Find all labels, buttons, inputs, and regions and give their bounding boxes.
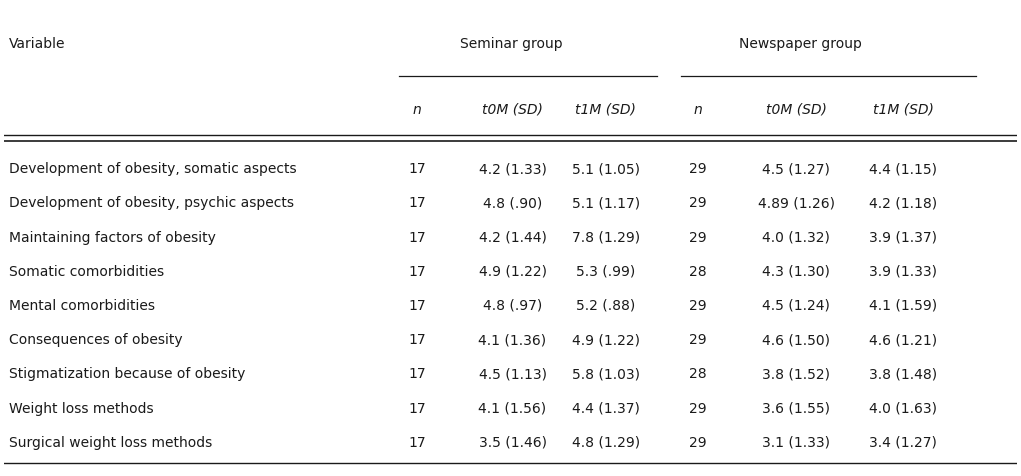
Text: Development of obesity, psychic aspects: Development of obesity, psychic aspects [9, 196, 294, 210]
Text: 17: 17 [408, 162, 426, 176]
Text: 4.1 (1.36): 4.1 (1.36) [479, 333, 546, 347]
Text: 17: 17 [408, 401, 426, 415]
Text: Newspaper group: Newspaper group [739, 37, 862, 51]
Text: 4.2 (1.44): 4.2 (1.44) [479, 230, 546, 244]
Text: Surgical weight loss methods: Surgical weight loss methods [9, 435, 212, 449]
Text: 17: 17 [408, 298, 426, 312]
Text: t1M (SD): t1M (SD) [873, 102, 934, 116]
Text: 4.3 (1.30): 4.3 (1.30) [762, 264, 830, 278]
Text: 29: 29 [689, 196, 707, 210]
Text: n: n [693, 102, 702, 116]
Text: 17: 17 [408, 333, 426, 347]
Text: 4.1 (1.59): 4.1 (1.59) [869, 298, 937, 312]
Text: Weight loss methods: Weight loss methods [9, 401, 154, 415]
Text: Stigmatization because of obesity: Stigmatization because of obesity [9, 367, 246, 381]
Text: 4.5 (1.27): 4.5 (1.27) [762, 162, 830, 176]
Text: Maintaining factors of obesity: Maintaining factors of obesity [9, 230, 216, 244]
Text: 4.5 (1.24): 4.5 (1.24) [762, 298, 830, 312]
Text: 4.0 (1.63): 4.0 (1.63) [870, 401, 937, 415]
Text: 17: 17 [408, 435, 426, 449]
Text: 4.4 (1.15): 4.4 (1.15) [870, 162, 937, 176]
Text: 29: 29 [689, 162, 707, 176]
Text: 29: 29 [689, 298, 707, 312]
Text: 29: 29 [689, 435, 707, 449]
Text: Variable: Variable [9, 37, 65, 51]
Text: Consequences of obesity: Consequences of obesity [9, 333, 183, 347]
Text: 17: 17 [408, 230, 426, 244]
Text: 29: 29 [689, 333, 707, 347]
Text: Mental comorbidities: Mental comorbidities [9, 298, 155, 312]
Text: t0M (SD): t0M (SD) [766, 102, 827, 116]
Text: 4.6 (1.21): 4.6 (1.21) [869, 333, 937, 347]
Text: 29: 29 [689, 230, 707, 244]
Text: Somatic comorbidities: Somatic comorbidities [9, 264, 164, 278]
Text: 4.89 (1.26): 4.89 (1.26) [758, 196, 834, 210]
Text: 28: 28 [689, 264, 707, 278]
Text: 17: 17 [408, 196, 426, 210]
Text: 5.1 (1.05): 5.1 (1.05) [572, 162, 640, 176]
Text: 7.8 (1.29): 7.8 (1.29) [572, 230, 640, 244]
Text: 5.1 (1.17): 5.1 (1.17) [572, 196, 640, 210]
Text: 17: 17 [408, 367, 426, 381]
Text: Seminar group: Seminar group [460, 37, 563, 51]
Text: 4.1 (1.56): 4.1 (1.56) [479, 401, 546, 415]
Text: 3.9 (1.33): 3.9 (1.33) [870, 264, 937, 278]
Text: 4.2 (1.18): 4.2 (1.18) [869, 196, 937, 210]
Text: 4.5 (1.13): 4.5 (1.13) [479, 367, 546, 381]
Text: 3.8 (1.48): 3.8 (1.48) [869, 367, 937, 381]
Text: 4.8 (1.29): 4.8 (1.29) [572, 435, 640, 449]
Text: 28: 28 [689, 367, 707, 381]
Text: Development of obesity, somatic aspects: Development of obesity, somatic aspects [9, 162, 297, 176]
Text: 5.3 (.99): 5.3 (.99) [576, 264, 635, 278]
Text: 3.4 (1.27): 3.4 (1.27) [870, 435, 937, 449]
Text: t1M (SD): t1M (SD) [575, 102, 636, 116]
Text: 4.2 (1.33): 4.2 (1.33) [479, 162, 546, 176]
Text: 4.6 (1.50): 4.6 (1.50) [762, 333, 830, 347]
Text: 4.9 (1.22): 4.9 (1.22) [572, 333, 640, 347]
Text: 3.5 (1.46): 3.5 (1.46) [479, 435, 546, 449]
Text: n: n [412, 102, 422, 116]
Text: 5.2 (.88): 5.2 (.88) [576, 298, 635, 312]
Text: 3.9 (1.37): 3.9 (1.37) [870, 230, 937, 244]
Text: 4.8 (.90): 4.8 (.90) [483, 196, 542, 210]
Text: 3.8 (1.52): 3.8 (1.52) [762, 367, 830, 381]
Text: 5.8 (1.03): 5.8 (1.03) [572, 367, 640, 381]
Text: 29: 29 [689, 401, 707, 415]
Text: 3.6 (1.55): 3.6 (1.55) [762, 401, 830, 415]
Text: 17: 17 [408, 264, 426, 278]
Text: 4.0 (1.32): 4.0 (1.32) [762, 230, 830, 244]
Text: 4.9 (1.22): 4.9 (1.22) [479, 264, 546, 278]
Text: 3.1 (1.33): 3.1 (1.33) [762, 435, 830, 449]
Text: 4.8 (.97): 4.8 (.97) [483, 298, 542, 312]
Text: t0M (SD): t0M (SD) [482, 102, 543, 116]
Text: 4.4 (1.37): 4.4 (1.37) [572, 401, 639, 415]
